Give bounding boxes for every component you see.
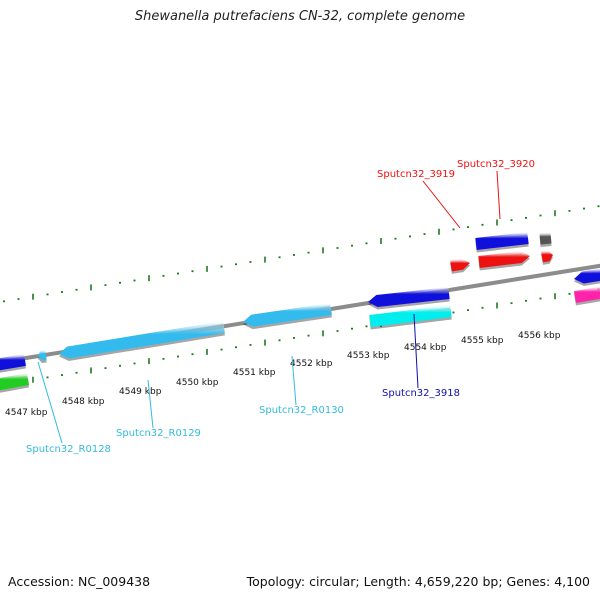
scale-label-kbp: 4547 kbp — [5, 408, 48, 418]
gene-blue-middle — [368, 287, 450, 307]
gene-sputcn32-3918 — [369, 305, 452, 327]
accession-label: Accession: NC_009438 — [8, 574, 151, 589]
scale-label-kbp: 4555 kbp — [461, 336, 504, 346]
topology-label: Topology: circular; Length: 4,659,220 bp… — [246, 574, 590, 589]
gene-label-leader-line — [291, 355, 297, 406]
gene-magenta-edge — [574, 286, 600, 303]
gene-red-small — [541, 250, 553, 263]
gene-gray-small — [539, 232, 552, 245]
gene-label: Sputcn32_3918 — [382, 388, 460, 399]
scale-label-kbp: 4553 kbp — [347, 351, 390, 361]
scale-label-kbp: 4556 kbp — [518, 331, 561, 341]
gene-blue-left-edge — [0, 354, 26, 371]
gene-sputcn32-3920 — [478, 251, 530, 268]
gene-sputcn32-r0129 — [59, 321, 225, 359]
genome-title: Shewanella putrefaciens CN-32, complete … — [134, 9, 466, 24]
gene-sputcn32-r0130 — [243, 303, 332, 327]
scale-label-kbp: 4551 kbp — [233, 368, 276, 378]
gene-green-left-edge — [0, 373, 30, 391]
gene-label-leader-line — [37, 361, 63, 444]
scale-label-kbp: 4554 kbp — [404, 343, 447, 353]
scale-label-kbp: 4549 kbp — [119, 387, 162, 397]
gene-label-leader-line — [147, 379, 154, 429]
scale-label-kbp: 4550 kbp — [176, 378, 219, 388]
gene-label-leader-line — [422, 180, 461, 229]
gene-sputcn32-3920-strand — [475, 232, 529, 250]
gene-label-leader-line — [496, 170, 501, 220]
gene-blue-edge — [574, 268, 600, 284]
scale-label-kbp: 4548 kbp — [62, 397, 105, 407]
gene-label: Sputcn32_R0129 — [116, 428, 201, 439]
gene-label: Sputcn32_3919 — [377, 169, 455, 180]
gene-label: Sputcn32_R0130 — [259, 405, 344, 416]
gene-label: Sputcn32_R0128 — [26, 444, 111, 455]
gene-label-leader-line — [413, 313, 419, 389]
gene-label: Sputcn32_3920 — [457, 159, 535, 170]
gene-sputcn32-r0128 — [38, 350, 47, 361]
gene-sputcn32-3919 — [450, 258, 470, 272]
scale-label-kbp: 4552 kbp — [290, 359, 333, 369]
